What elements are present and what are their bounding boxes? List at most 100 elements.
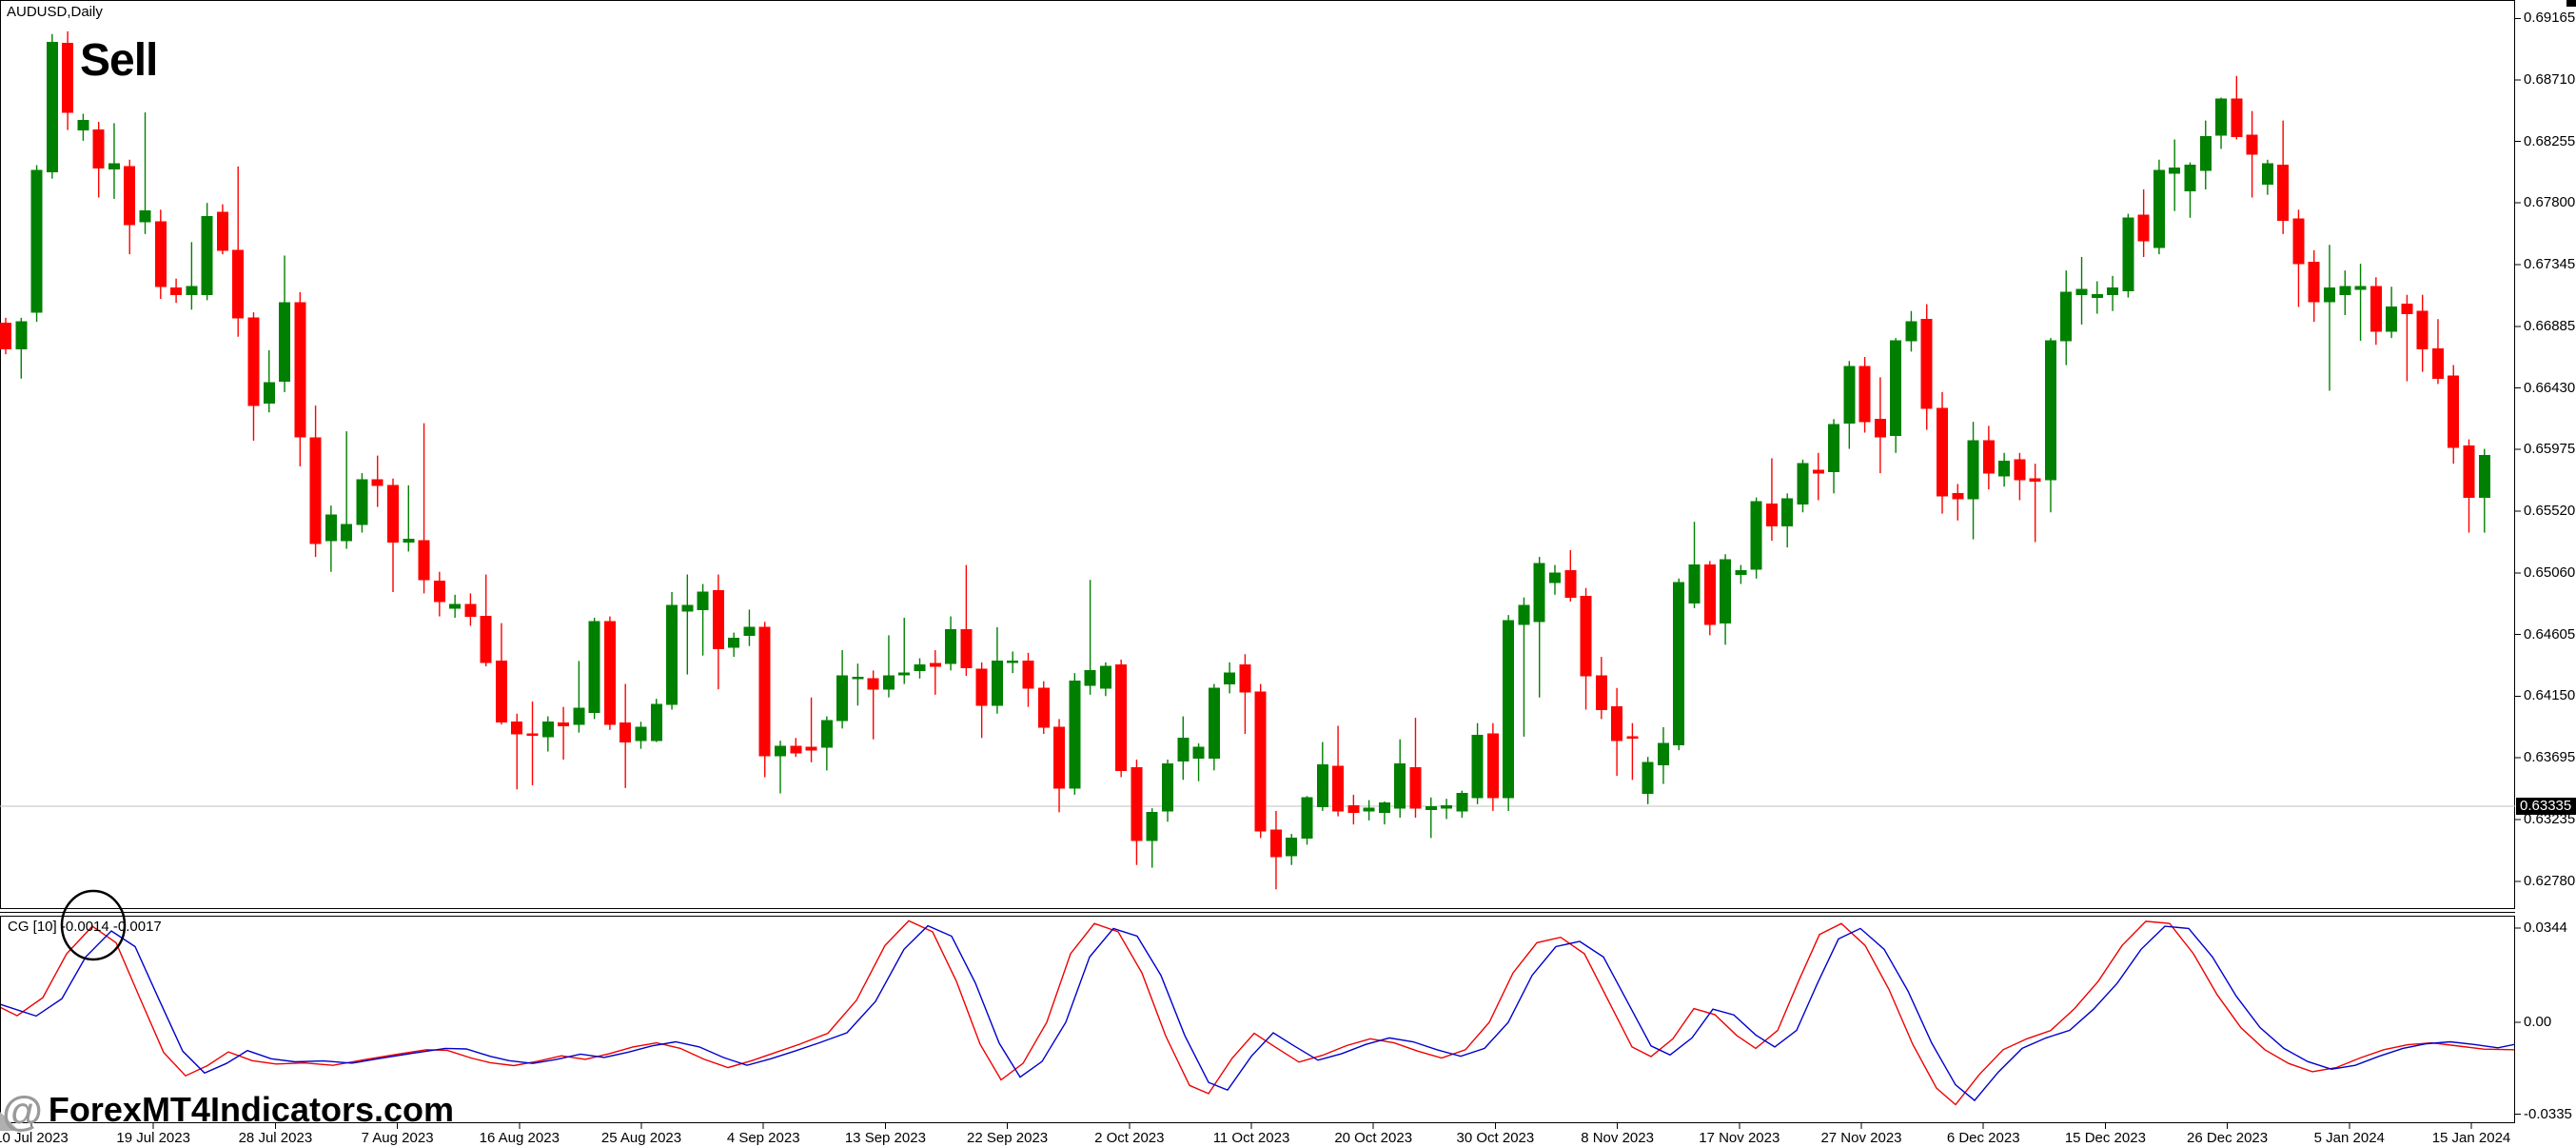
candle[interactable]: [1765, 458, 1778, 542]
candle[interactable]: [1982, 425, 1995, 490]
candle[interactable]: [1007, 651, 1019, 674]
candle[interactable]: [573, 661, 585, 733]
candle[interactable]: [62, 30, 74, 130]
candle[interactable]: [1347, 794, 1360, 825]
candle[interactable]: [139, 112, 151, 234]
candle[interactable]: [0, 317, 11, 355]
candle[interactable]: [820, 716, 833, 771]
candle[interactable]: [2354, 264, 2367, 341]
candle[interactable]: [263, 349, 275, 413]
candle[interactable]: [247, 312, 260, 442]
candle[interactable]: [341, 431, 353, 549]
candle[interactable]: [2215, 97, 2228, 149]
candle[interactable]: [1053, 719, 1066, 813]
candle[interactable]: [914, 658, 926, 679]
candle[interactable]: [1441, 799, 1453, 820]
candle[interactable]: [2184, 162, 2196, 218]
candle[interactable]: [1812, 452, 1824, 501]
candle[interactable]: [1456, 790, 1468, 819]
candle[interactable]: [1750, 497, 1762, 579]
candle[interactable]: [1084, 580, 1096, 695]
candle[interactable]: [2386, 287, 2398, 339]
candle[interactable]: [541, 716, 554, 752]
candle[interactable]: [1595, 657, 1607, 720]
candle[interactable]: [945, 616, 957, 671]
candle[interactable]: [650, 699, 662, 742]
candle[interactable]: [1363, 800, 1375, 821]
candle[interactable]: [619, 683, 632, 788]
candle[interactable]: [836, 650, 849, 729]
candle[interactable]: [1162, 760, 1173, 822]
candle[interactable]: [758, 622, 771, 778]
candle[interactable]: [743, 609, 756, 646]
candle[interactable]: [2416, 294, 2429, 372]
candle[interactable]: [1471, 722, 1484, 804]
candle[interactable]: [30, 165, 43, 323]
candle[interactable]: [697, 583, 709, 656]
candle[interactable]: [2401, 294, 2413, 382]
candle[interactable]: [558, 706, 570, 761]
candle[interactable]: [1115, 659, 1128, 778]
candle[interactable]: [1316, 742, 1328, 811]
candle[interactable]: [712, 574, 724, 690]
candle[interactable]: [309, 405, 322, 558]
candle[interactable]: [1254, 683, 1267, 839]
candle[interactable]: [1735, 564, 1747, 584]
candle[interactable]: [1843, 361, 1856, 449]
candle[interactable]: [1905, 310, 1917, 352]
candle[interactable]: [1673, 578, 1685, 751]
candle[interactable]: [1503, 615, 1515, 811]
candle[interactable]: [1269, 810, 1282, 890]
candle[interactable]: [201, 203, 213, 301]
candle[interactable]: [2478, 448, 2490, 533]
candle[interactable]: [635, 722, 647, 749]
candle[interactable]: [2370, 277, 2382, 346]
candle[interactable]: [960, 564, 973, 677]
candle[interactable]: [433, 571, 445, 617]
candle[interactable]: [2107, 275, 2119, 311]
candle[interactable]: [1781, 493, 1794, 548]
candle[interactable]: [2308, 249, 2320, 323]
candle[interactable]: [2091, 281, 2103, 314]
candle[interactable]: [1998, 452, 2011, 487]
candle[interactable]: [403, 485, 415, 552]
candle[interactable]: [2261, 159, 2273, 195]
candle[interactable]: [387, 478, 399, 592]
candle[interactable]: [1580, 587, 1592, 710]
candle[interactable]: [1533, 557, 1545, 698]
candle[interactable]: [2122, 213, 2134, 298]
candle[interactable]: [2029, 464, 2041, 543]
candle[interactable]: [775, 741, 786, 794]
candle[interactable]: [1952, 484, 1964, 521]
candle[interactable]: [2153, 159, 2165, 255]
candle[interactable]: [805, 697, 817, 762]
candle[interactable]: [324, 505, 337, 572]
candle[interactable]: [867, 670, 879, 740]
candle[interactable]: [1224, 662, 1236, 694]
candle[interactable]: [1208, 683, 1220, 771]
candle[interactable]: [2324, 245, 2335, 391]
candle[interactable]: [480, 574, 492, 667]
candle[interactable]: [2339, 270, 2351, 316]
candle[interactable]: [1177, 716, 1190, 781]
candle[interactable]: [1874, 377, 1886, 474]
candle[interactable]: [1425, 797, 1437, 839]
candle[interactable]: [511, 713, 523, 790]
candle[interactable]: [1720, 554, 1732, 645]
candle[interactable]: [2137, 189, 2150, 257]
candle[interactable]: [170, 278, 183, 304]
candle[interactable]: [15, 317, 28, 379]
candle[interactable]: [92, 122, 105, 198]
candle[interactable]: [1703, 561, 1716, 636]
candle[interactable]: [1657, 726, 1669, 784]
candle[interactable]: [1688, 522, 1701, 609]
candle[interactable]: [1409, 718, 1422, 819]
candle[interactable]: [588, 617, 600, 720]
candle[interactable]: [1642, 757, 1654, 804]
candle[interactable]: [418, 423, 430, 594]
candle[interactable]: [1332, 725, 1345, 817]
candle[interactable]: [2044, 338, 2056, 513]
candle[interactable]: [1301, 796, 1313, 845]
candle[interactable]: [1518, 597, 1530, 737]
